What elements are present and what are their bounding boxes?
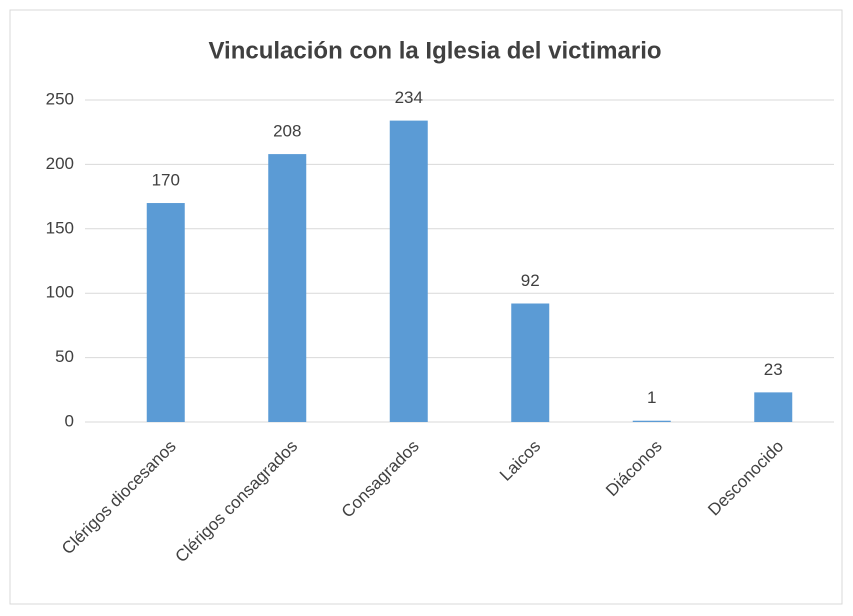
- bar: [389, 120, 428, 422]
- y-tick-label: 50: [55, 347, 74, 366]
- chart-title: Vinculación con la Iglesia del victimari…: [208, 37, 661, 64]
- y-tick-label: 200: [46, 154, 74, 173]
- data-label: 23: [764, 360, 783, 379]
- bar: [268, 154, 307, 422]
- bar: [146, 203, 185, 422]
- data-label: 170: [152, 171, 180, 190]
- data-label: 1: [647, 388, 656, 407]
- bar: [754, 392, 793, 422]
- y-tick-label: 250: [46, 89, 74, 108]
- bar: [511, 303, 550, 422]
- y-tick-label: 100: [46, 283, 74, 302]
- y-tick-label: 150: [46, 218, 74, 237]
- bar: [632, 420, 671, 422]
- data-label: 92: [521, 271, 540, 290]
- data-label: 234: [395, 88, 423, 107]
- data-label: 208: [273, 122, 301, 141]
- y-tick-label: 0: [65, 411, 74, 430]
